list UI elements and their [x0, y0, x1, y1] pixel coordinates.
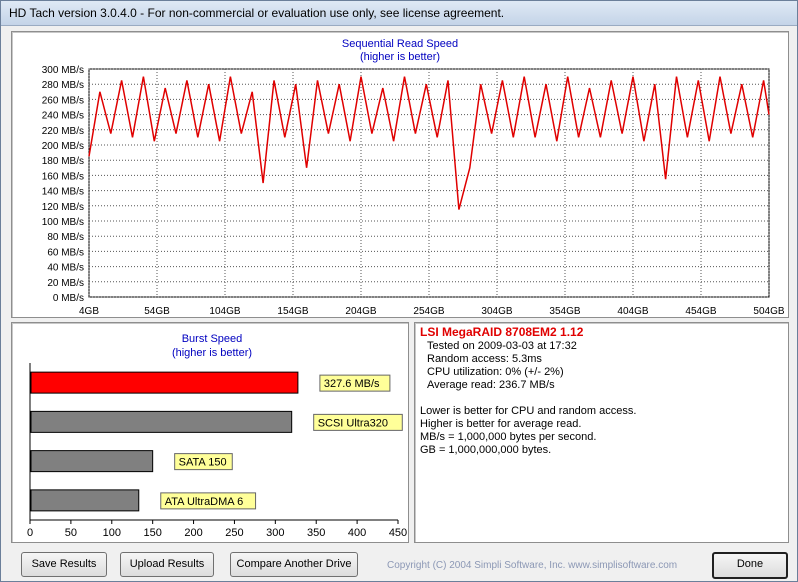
x-tick-label: 350	[307, 527, 325, 539]
x-tick-label: 0	[27, 527, 33, 539]
copyright-text: Copyright (C) 2004 Simpli Software, Inc.…	[387, 560, 678, 571]
x-tick-label: 454GB	[685, 306, 716, 317]
chart-title: Sequential Read Speed	[342, 38, 458, 50]
y-tick-label: 180 MB/s	[42, 156, 84, 167]
series-line-read-speed	[88, 76, 770, 210]
x-tick-label: 154GB	[277, 306, 308, 317]
sequential-read-chart-panel: Sequential Read Speed (higher is better) 3…	[11, 31, 789, 318]
bar-data-label: ATA UltraDMA 6	[165, 496, 243, 508]
y-tick-label: 120 MB/s	[42, 202, 84, 213]
x-tick-label: 100	[103, 527, 121, 539]
burst-speed-chart-panel: Burst Speed (higher is better) 0 50 100 150 20…	[11, 322, 409, 543]
bar-data-label-box	[160, 492, 257, 510]
x-tick-label: 504GB	[753, 306, 784, 317]
x-tick-label: 250	[225, 527, 243, 539]
y-tick-label: 200 MB/s	[42, 141, 84, 152]
bar-data-label-box	[313, 413, 403, 431]
bar-data-label-box	[174, 453, 233, 471]
note-line: Lower is better for CPU and random acces…	[420, 405, 637, 417]
bar	[30, 450, 154, 473]
random-access: Random access: 5.3ms	[427, 353, 542, 365]
bar-data-label: SCSI Ultra320	[318, 417, 388, 429]
y-tick-label: 20 MB/s	[47, 278, 84, 289]
drive-info-panel: LSI MegaRAID 8708EM2 1.12 Tested on 2009…	[414, 322, 789, 543]
y-tick-label: 60 MB/s	[47, 247, 84, 258]
y-tick-label: 280 MB/s	[42, 80, 84, 91]
y-tick-label: 80 MB/s	[47, 232, 84, 243]
cpu-utilization: CPU utilization: 0% (+/- 2%)	[427, 366, 564, 378]
y-tick-label: 140 MB/s	[42, 187, 84, 198]
sequential-read-chart: Sequential Read Speed(higher is better) 3…	[42, 38, 785, 317]
y-tick-label: 220 MB/s	[42, 126, 84, 137]
x-tick-label: 4GB	[79, 306, 99, 317]
y-tick-label: 40 MB/s	[47, 263, 84, 274]
window-title: HD Tach version 3.0.4.0 - For non-commer…	[9, 6, 505, 20]
bar	[30, 410, 293, 433]
y-tick-label: 100 MB/s	[42, 217, 84, 228]
bar-data-label-box	[319, 374, 391, 392]
drive-name: LSI MegaRAID 8708EM2 1.12	[420, 325, 584, 339]
y-tick-label: 240 MB/s	[42, 111, 84, 122]
bar	[30, 371, 299, 394]
burst-chart-subtitle: (higher is better)	[172, 347, 252, 359]
x-tick-label: 50	[65, 527, 77, 539]
x-tick-label: 304GB	[481, 306, 512, 317]
x-tick-label: 404GB	[617, 306, 648, 317]
tested-on: Tested on 2009-03-03 at 17:32	[427, 340, 577, 352]
y-tick-label: 160 MB/s	[42, 171, 84, 182]
save-results-button[interactable]: Save Results	[21, 552, 107, 577]
note-line: GB = 1,000,000,000 bytes.	[420, 444, 552, 456]
done-button[interactable]: Done	[712, 552, 788, 579]
x-tick-label: 354GB	[549, 306, 580, 317]
x-tick-label: 54GB	[144, 306, 170, 317]
average-read: Average read: 236.7 MB/s	[427, 379, 555, 391]
burst-chart-title: Burst Speed	[182, 333, 243, 345]
note-line: Higher is better for average read.	[420, 418, 582, 430]
note-line: MB/s = 1,000,000 bytes per second.	[420, 431, 597, 443]
upload-results-button[interactable]: Upload Results	[120, 552, 214, 577]
y-tick-label: 260 MB/s	[42, 95, 84, 106]
x-tick-label: 200	[184, 527, 202, 539]
bar	[30, 489, 140, 512]
x-tick-label: 104GB	[209, 306, 240, 317]
y-tick-label: 300 MB/s	[42, 65, 84, 76]
title-bar[interactable]: HD Tach version 3.0.4.0 - For non-commer…	[1, 1, 797, 26]
burst-speed-chart: Burst Speed (higher is better) 0 50 100 150 20…	[27, 333, 407, 539]
bar-data-label: 327.6 MB/s	[324, 378, 380, 390]
x-tick-label: 450	[389, 527, 407, 539]
x-tick-label: 204GB	[345, 306, 376, 317]
chart-subtitle: (higher is better)	[360, 51, 440, 63]
x-tick-label: 254GB	[413, 306, 444, 317]
y-tick-label: 0 MB/s	[53, 293, 84, 304]
compare-another-drive-button[interactable]: Compare Another Drive	[230, 552, 358, 577]
bar-data-label: SATA 150	[179, 457, 227, 469]
x-tick-label: 300	[266, 527, 284, 539]
x-tick-label: 150	[143, 527, 161, 539]
x-tick-label: 400	[348, 527, 366, 539]
